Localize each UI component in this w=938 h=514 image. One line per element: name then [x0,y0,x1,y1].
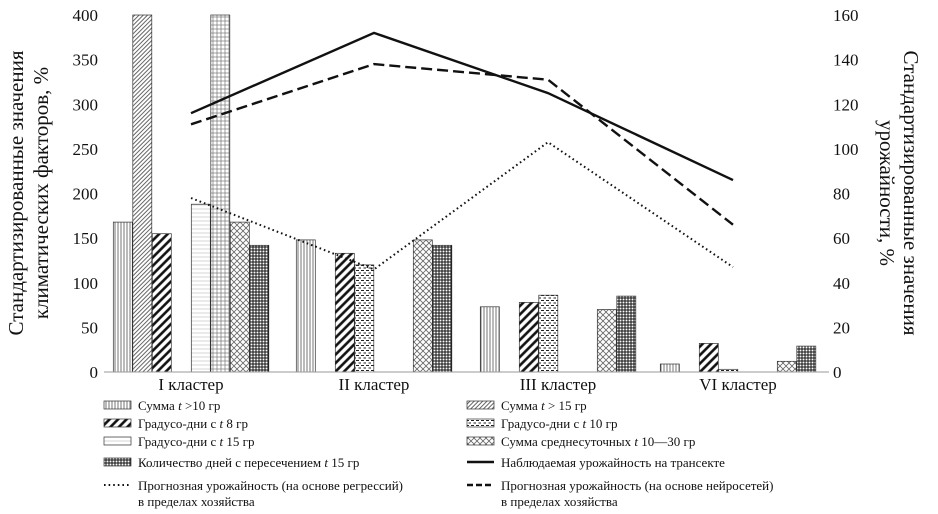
left-tick-label: 350 [73,51,99,70]
legend-label-s3: Градусо-дни с t 8 гр [138,416,248,431]
left-tick-label: 300 [73,95,99,114]
bar-s4-3 [538,294,559,373]
left-tick-label: 250 [73,140,99,159]
left-axis-title-line-2: климатических факторов, % [29,67,53,319]
right-tick-label: 120 [833,95,859,114]
legend-label-s6: Сумма среднесуточных t 10—30 гр [501,434,695,449]
legend-swatch-s6 [466,436,495,446]
legend-label-s5: Градусо-дни с t 15 гр [138,434,254,449]
legend-label-l2: Прогнозная урожайность (на основе регрес… [138,478,403,493]
legend-swatch-s1 [103,400,132,410]
legend: Сумма t >10 гр Сумма t > 15 гр Градусо-дни… [103,398,773,509]
right-tick-label: 0 [833,363,842,382]
left-tick-label: 50 [81,318,98,337]
legend-label-l3: Прогнозная урожайность (на основе нейрос… [501,478,773,493]
line-l2 [190,140,734,271]
legend-swatch-s3 [103,418,132,428]
bar-s4-2 [354,264,375,373]
left-axis: 0 50 100 150 200 250 300 350 400 [73,6,99,382]
legend-label-l2-line2: в пределах хозяйства [138,494,255,509]
bar-s3-4 [698,343,719,373]
category-label: III кластер [520,375,597,394]
left-tick-label: 200 [73,185,99,204]
right-tick-label: 40 [833,274,850,293]
bar-s2-1 [132,14,153,373]
category-labels: I кластер II кластер III кластер VI кластер [158,375,776,394]
bar-s5-1 [190,203,211,373]
left-axis-title-line-1: Стандартизированные значения [4,50,28,335]
right-tick-label: 80 [833,185,850,204]
line-l1 [190,31,734,182]
legend-swatch-s7 [103,457,132,467]
bar-s6-3 [596,309,617,373]
legend-swatch-s4 [466,418,495,428]
bar-s1-1 [112,221,133,373]
bar-s7-1 [249,244,270,373]
bar-s1-4 [659,363,680,373]
line-series-group [190,31,734,271]
left-tick-label: 0 [90,363,99,382]
bar-s7-2 [432,244,453,373]
bar-s3-2 [334,252,355,373]
bar-s1-3 [479,306,500,373]
bar-s7-3 [616,295,637,373]
category-label: VI кластер [699,375,777,394]
legend-label-s4: Градусо-дни с t 10 гр [501,416,617,431]
legend-label-l3-line2: в пределах хозяйства [501,494,618,509]
bar-s1-2 [295,239,316,373]
bar-s3-1 [151,233,172,373]
category-label: II кластер [339,375,410,394]
legend-label-s1: Сумма t >10 гр [138,398,220,413]
bar-s5b-1 [210,14,231,373]
legend-swatch-s5 [103,436,132,446]
right-tick-label: 100 [833,140,859,159]
right-tick-label: 160 [833,6,859,25]
left-tick-label: 400 [73,6,99,25]
right-axis-title-line-2: урожайности, % [875,120,899,266]
right-tick-label: 60 [833,229,850,248]
left-tick-label: 150 [73,229,99,248]
right-tick-label: 20 [833,318,850,337]
legend-label-s2: Сумма t > 15 гр [501,398,587,413]
bar-s6-2 [412,239,433,373]
legend-label-s7: Количество дней с пересечением t 15 гр [138,455,359,470]
category-label: I кластер [158,375,223,394]
right-axis: 0 20 40 60 80 100 120 140 160 [833,6,859,382]
legend-label-l1: Наблюдаемая урожайность на трансекте [501,455,725,470]
line-l3 [190,62,734,226]
bar-series-group [112,14,817,373]
left-tick-label: 100 [73,274,99,293]
legend-swatch-s2 [466,400,495,410]
bar-s6-4 [776,360,797,373]
bar-s3-3 [518,302,539,373]
bar-s6-1 [229,221,250,373]
right-tick-label: 140 [833,51,859,70]
right-axis-title-line-1: Стандартизированные значения [899,50,923,335]
bar-s7-4 [796,345,817,373]
